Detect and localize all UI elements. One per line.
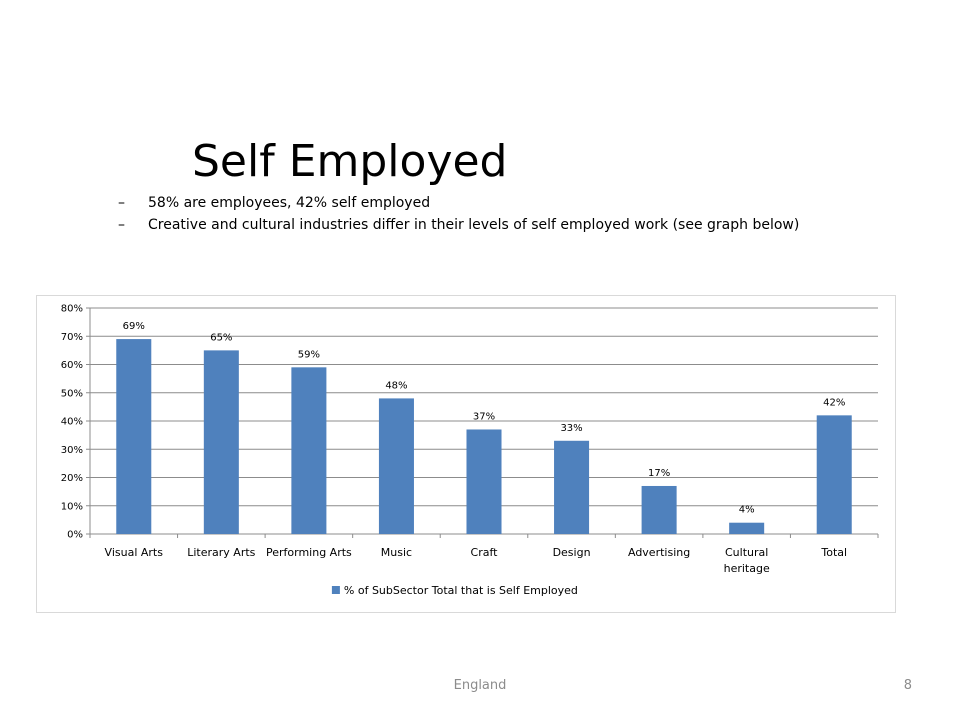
- x-tick-label: Performing Arts: [266, 546, 352, 559]
- data-label: 42%: [823, 397, 845, 408]
- legend-swatch: [331, 586, 340, 594]
- data-label: 17%: [648, 468, 670, 479]
- data-label: 48%: [385, 380, 407, 391]
- x-tick-label: Craft: [471, 546, 499, 559]
- x-tick-label: Total: [820, 546, 847, 559]
- chart-frame: 0% 10% 20% 30% 40% 50% 60% 70% 80% 69% Visual Arts…: [36, 295, 896, 613]
- bar: [729, 522, 765, 534]
- bar: [816, 415, 852, 534]
- legend-label: % of SubSector Total that is Self Employ…: [344, 584, 578, 597]
- bar: [116, 339, 152, 534]
- x-tick-label: Literary Arts: [187, 546, 255, 559]
- y-tick-label: 30%: [61, 445, 83, 456]
- bar: [466, 429, 502, 534]
- bullet-list: – 58% are employees, 42% self employed –…: [118, 192, 799, 236]
- bullet-marker: –: [118, 195, 125, 211]
- data-label: 69%: [123, 321, 145, 332]
- footer-text: England: [453, 678, 507, 693]
- y-tick-label: 60%: [61, 360, 83, 371]
- data-label: 59%: [298, 349, 320, 360]
- bar: [554, 440, 590, 534]
- page-number: 8: [903, 678, 912, 693]
- y-tick-label: 80%: [61, 304, 83, 315]
- data-label: 4%: [739, 505, 755, 516]
- y-tick-label: 70%: [61, 332, 83, 343]
- bar: [641, 485, 677, 534]
- bar: [378, 398, 414, 534]
- y-tick-label: 20%: [61, 473, 83, 484]
- bullet-marker: –: [118, 217, 125, 233]
- x-tick-label: Visual Arts: [105, 546, 164, 559]
- bullet-text: Creative and cultural industries differ …: [148, 217, 800, 233]
- bar: [291, 367, 327, 534]
- bar: [203, 350, 239, 534]
- y-tick-label: 50%: [61, 388, 83, 399]
- data-label: 33%: [560, 423, 582, 434]
- data-label: 37%: [473, 411, 495, 422]
- bullet-text: 58% are employees, 42% self employed: [148, 195, 431, 211]
- y-tick-label: 40%: [61, 417, 83, 428]
- y-tick-label: 10%: [61, 501, 83, 512]
- bar-chart: 0% 10% 20% 30% 40% 50% 60% 70% 80% 69% Visual Arts…: [61, 304, 879, 597]
- x-tick-label: Advertising: [628, 546, 690, 559]
- x-tick-label: Cultural heritage: [724, 546, 770, 575]
- x-tick-label: Music: [381, 546, 412, 559]
- y-tick-label: 0%: [67, 530, 83, 541]
- bullet-item: – Creative and cultural industries diffe…: [118, 214, 799, 236]
- x-tick-label: Design: [553, 546, 591, 559]
- data-label: 65%: [210, 332, 232, 343]
- slide-title: Self Employed: [192, 136, 508, 187]
- bullet-item: – 58% are employees, 42% self employed: [118, 192, 799, 214]
